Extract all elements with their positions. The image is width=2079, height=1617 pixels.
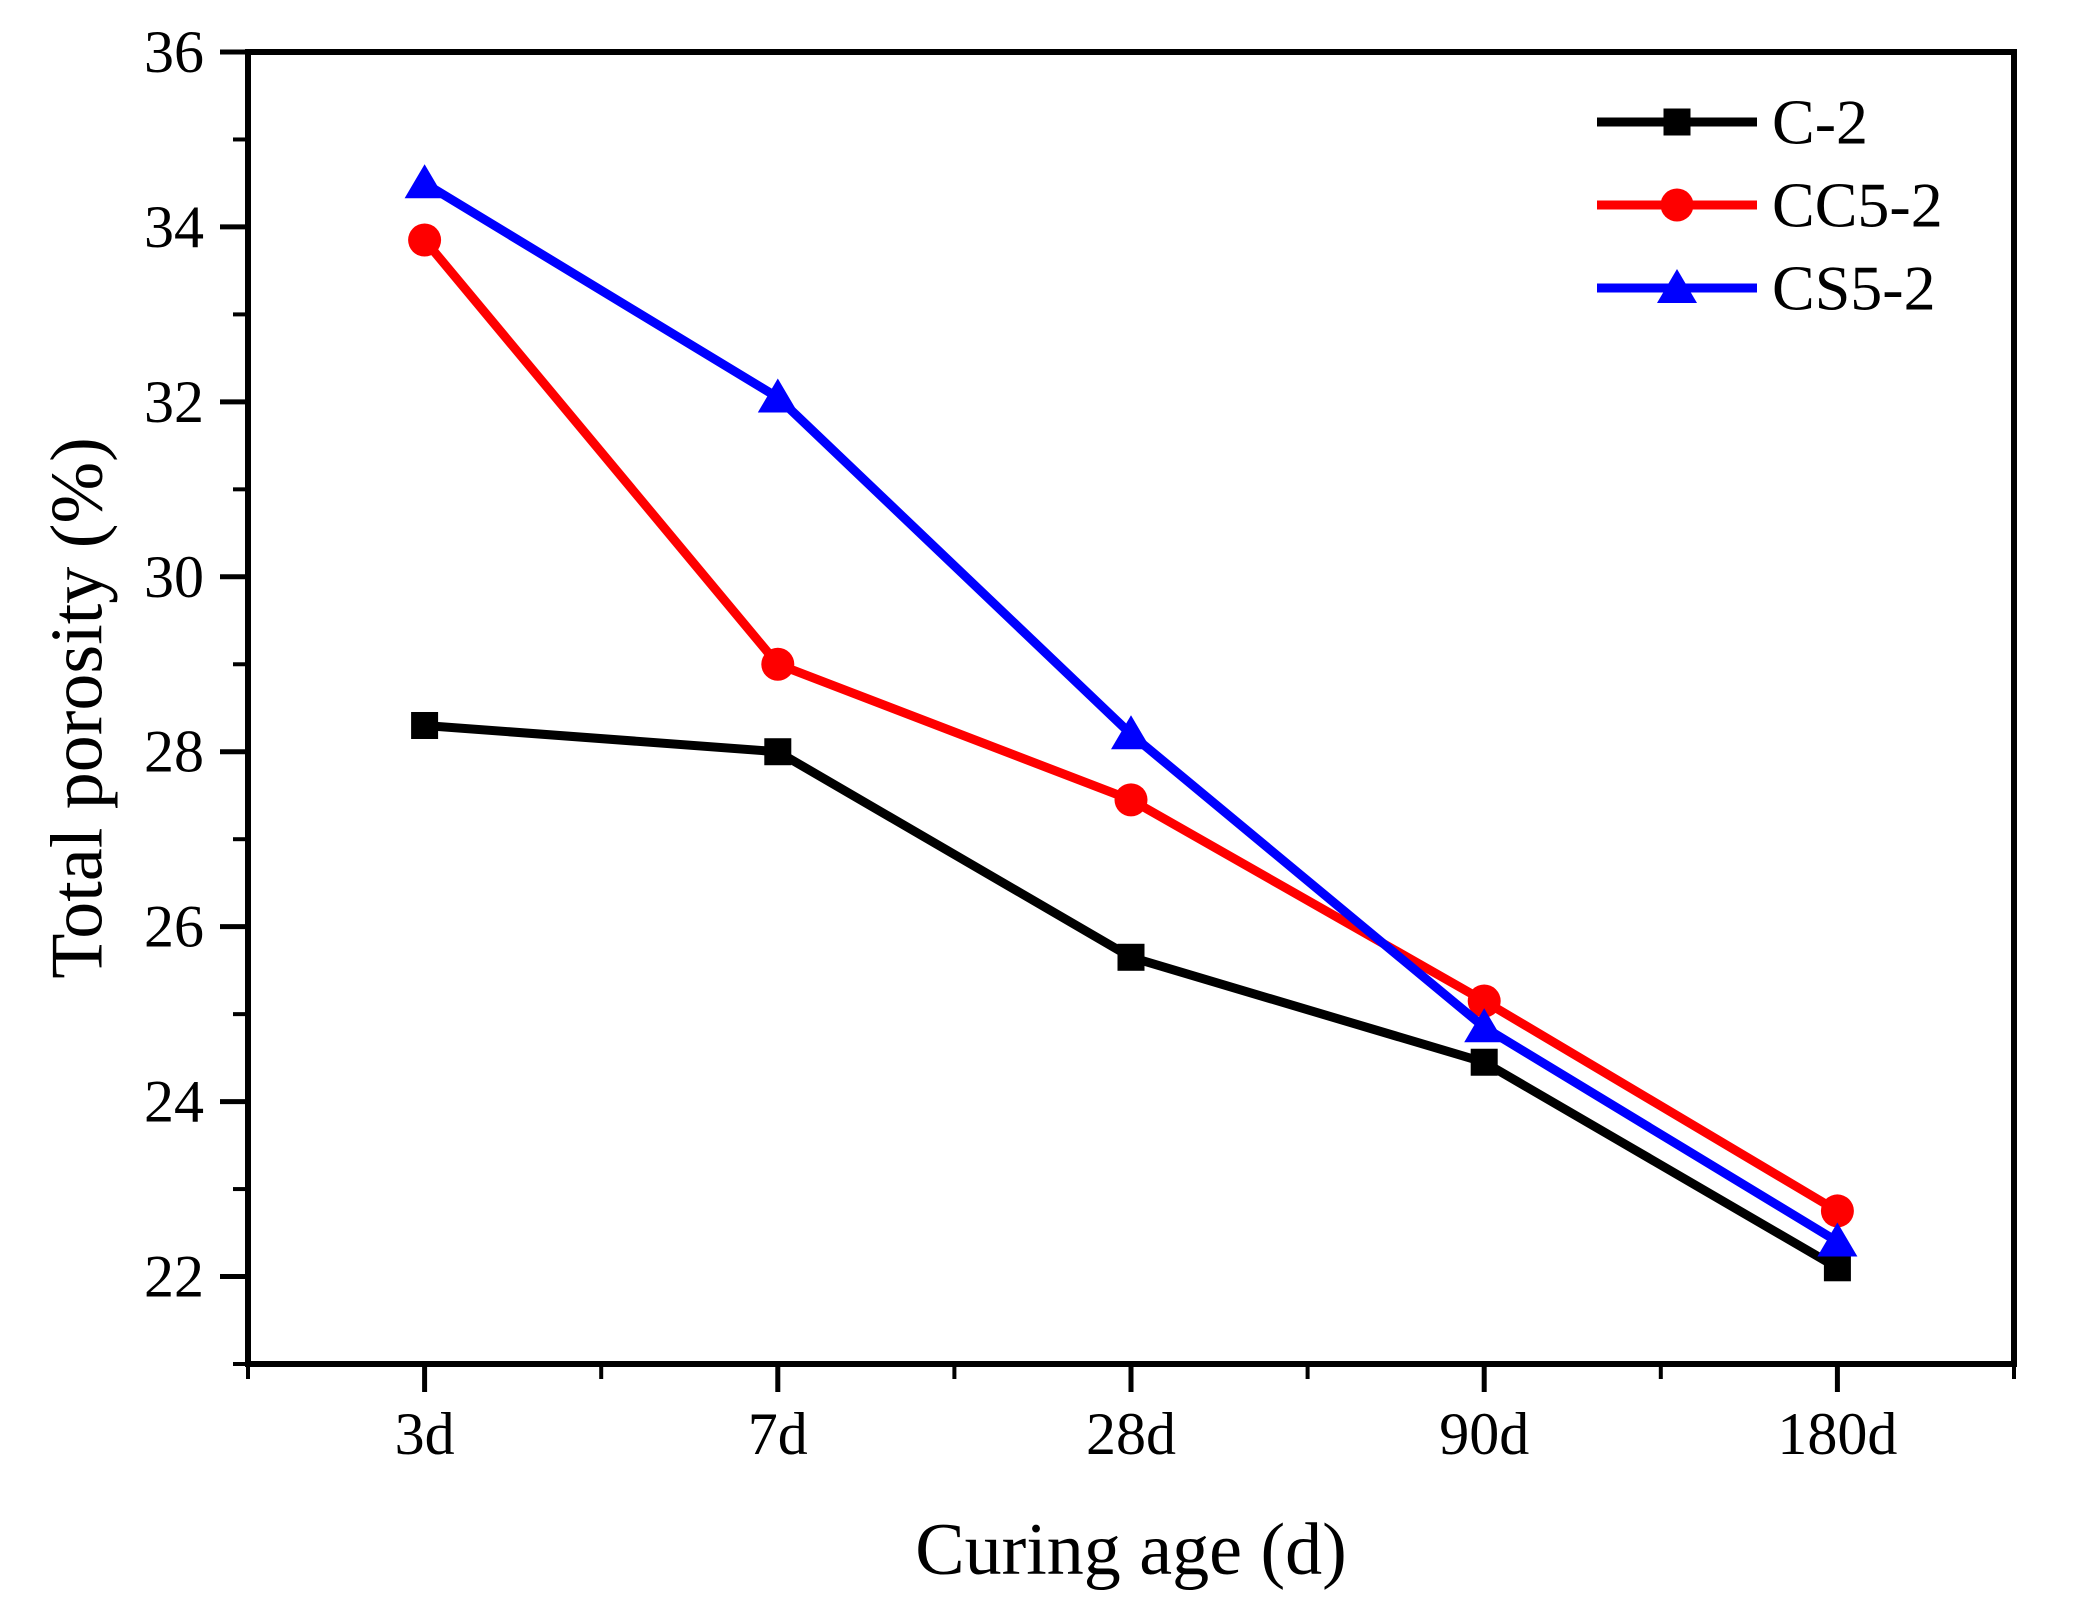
legend-marker-CS5-2 bbox=[1657, 269, 1697, 303]
series-marker-CC5-2 bbox=[761, 647, 795, 681]
legend-marker-C-2 bbox=[1663, 108, 1691, 136]
x-axis-tick-label: 3d bbox=[395, 1401, 455, 1467]
y-axis-tick-label: 32 bbox=[144, 369, 204, 435]
legend-label-CC5-2: CC5-2 bbox=[1772, 170, 1943, 241]
series-marker-C-2 bbox=[1470, 1048, 1498, 1076]
legend-label-C-2: C-2 bbox=[1772, 87, 1868, 158]
series-marker-C-2 bbox=[411, 711, 439, 739]
series-marker-CS5-2 bbox=[1817, 1222, 1858, 1257]
legend-label-CS5-2: CS5-2 bbox=[1772, 253, 1936, 324]
y-axis-tick-label: 22 bbox=[144, 1244, 204, 1310]
legend-marker-CC5-2 bbox=[1660, 188, 1694, 222]
x-axis-tick-label: 180d bbox=[1777, 1401, 1897, 1467]
series-marker-CC5-2 bbox=[408, 223, 442, 257]
plot-frame bbox=[245, 49, 2017, 1367]
series-marker-C-2 bbox=[764, 738, 792, 766]
y-axis-tick-label: 24 bbox=[144, 1069, 204, 1135]
x-axis-title: Curing age (d) bbox=[915, 1509, 1347, 1591]
x-axis-tick-label: 90d bbox=[1439, 1401, 1529, 1467]
series-marker-C-2 bbox=[1823, 1254, 1851, 1282]
series-marker-CS5-2 bbox=[757, 378, 798, 413]
y-axis-tick-label: 28 bbox=[144, 719, 204, 785]
series-marker-CC5-2 bbox=[1820, 1194, 1854, 1228]
x-axis-tick-label: 7d bbox=[748, 1401, 808, 1467]
y-axis-tick-label: 26 bbox=[144, 894, 204, 960]
series-marker-CC5-2 bbox=[1467, 984, 1501, 1018]
series-marker-CS5-2 bbox=[1111, 715, 1151, 750]
series-marker-CC5-2 bbox=[1114, 783, 1148, 817]
series-marker-CS5-2 bbox=[1464, 1008, 1505, 1043]
y-axis-tick-label: 30 bbox=[144, 544, 204, 610]
y-axis-tick-label: 34 bbox=[144, 194, 204, 260]
series-marker-C-2 bbox=[1117, 943, 1145, 971]
x-axis-tick-label: 28d bbox=[1086, 1401, 1176, 1467]
y-axis-tick-label: 36 bbox=[144, 19, 204, 85]
series-marker-CS5-2 bbox=[404, 164, 445, 199]
y-axis-title: Total porosity (%) bbox=[36, 437, 119, 979]
